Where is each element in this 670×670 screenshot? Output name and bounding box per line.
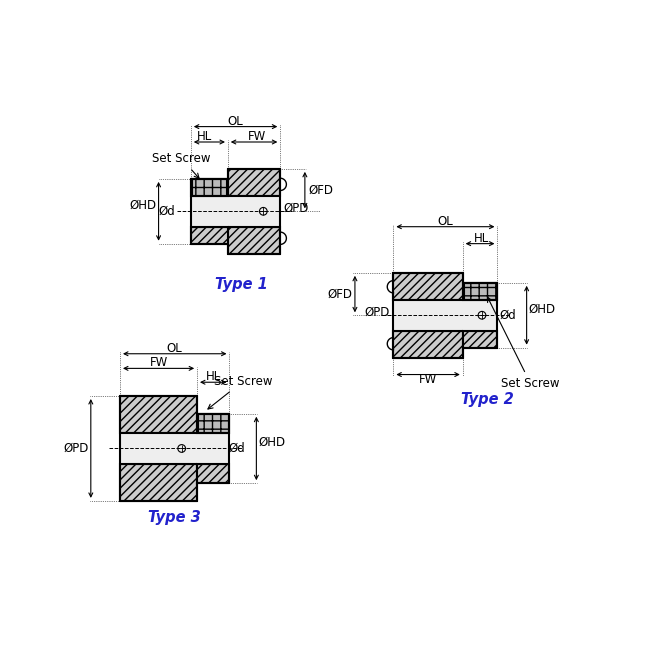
Text: ØPD: ØPD (283, 202, 309, 214)
Text: ØFD: ØFD (308, 184, 333, 196)
Text: ØHD: ØHD (529, 303, 556, 316)
Text: HL: HL (206, 371, 221, 383)
Polygon shape (228, 226, 280, 254)
Polygon shape (463, 331, 497, 348)
Text: Set Screw: Set Screw (488, 297, 559, 390)
Text: Set Screw: Set Screw (152, 152, 211, 178)
Polygon shape (393, 300, 463, 331)
Text: FW: FW (149, 356, 168, 369)
Polygon shape (228, 169, 280, 196)
Text: HL: HL (197, 130, 212, 143)
Text: OL: OL (228, 115, 243, 128)
Polygon shape (393, 273, 463, 300)
Polygon shape (191, 226, 228, 244)
Text: ØPD: ØPD (63, 442, 88, 455)
Polygon shape (120, 433, 197, 464)
Polygon shape (120, 396, 197, 433)
Polygon shape (192, 179, 227, 196)
Polygon shape (191, 196, 228, 226)
Polygon shape (228, 196, 280, 226)
Polygon shape (463, 283, 497, 300)
Text: ØHD: ØHD (259, 436, 286, 449)
Polygon shape (464, 283, 497, 300)
Polygon shape (463, 300, 497, 331)
Text: Ød: Ød (499, 309, 516, 322)
Text: Type 3: Type 3 (147, 511, 200, 525)
Text: OL: OL (438, 215, 454, 228)
Text: ØPD: ØPD (364, 306, 389, 319)
Polygon shape (198, 414, 229, 433)
Text: FW: FW (419, 373, 438, 386)
Polygon shape (393, 331, 463, 358)
Text: FW: FW (248, 130, 266, 143)
Text: HL: HL (474, 232, 489, 245)
Polygon shape (197, 433, 229, 464)
Polygon shape (197, 414, 229, 433)
Text: Type 2: Type 2 (461, 393, 514, 407)
Text: ØHD: ØHD (129, 198, 156, 212)
Text: Ød: Ød (159, 205, 176, 218)
Text: ØFD: ØFD (328, 287, 352, 301)
Text: Type 1: Type 1 (215, 277, 268, 292)
Polygon shape (120, 464, 197, 500)
Text: Set Screw: Set Screw (208, 375, 273, 409)
Polygon shape (191, 179, 228, 196)
Polygon shape (197, 464, 229, 483)
Text: OL: OL (167, 342, 183, 355)
Text: Ød: Ød (229, 442, 246, 455)
